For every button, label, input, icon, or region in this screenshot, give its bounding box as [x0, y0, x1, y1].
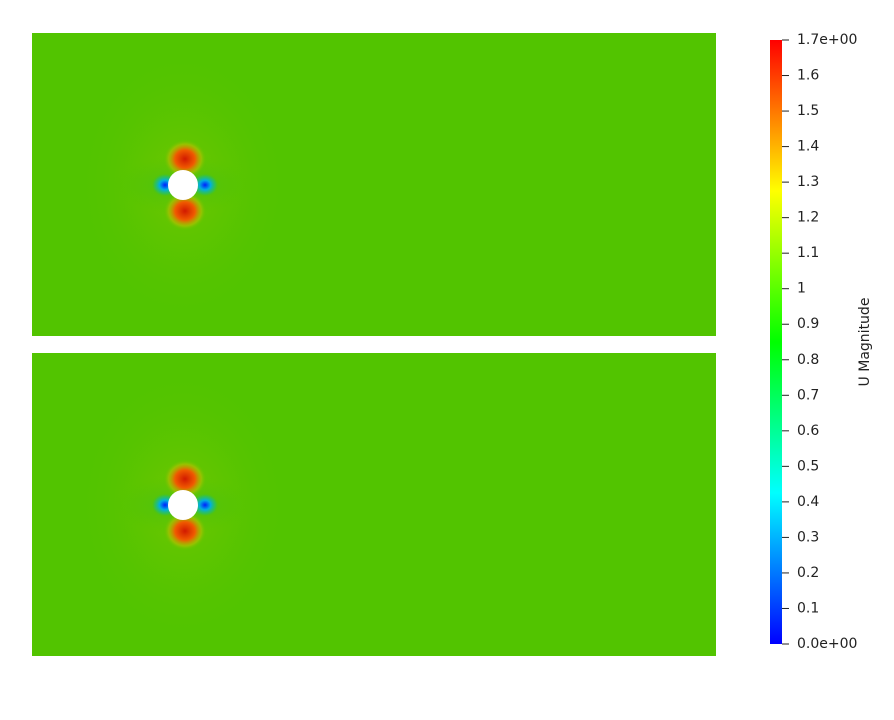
colorbar-tick-label: 0.4	[797, 494, 819, 510]
colorbar-tick-label: 1	[797, 281, 806, 297]
flow-field-top	[32, 33, 716, 336]
colorbar-tick-label: 0.0e+00	[797, 636, 857, 652]
colorbar-tick-label: 1.2	[797, 210, 819, 226]
colorbar-tick-label: 0.7	[797, 387, 819, 403]
colorbar-tick-label: 1.7e+00	[797, 32, 857, 48]
colorbar-tick-label: 0.2	[797, 565, 819, 581]
colorbar-tick-label: 0.6	[797, 423, 819, 439]
colorbar-tick-label: 1.5	[797, 103, 819, 119]
colorbar-tick-label: 1.4	[797, 139, 819, 155]
flow-field-bottom	[32, 353, 716, 656]
colorbar-tick-label: 0.5	[797, 458, 819, 474]
colorbar-title: U Magnitude	[857, 298, 873, 387]
colorbar-tick-label: 0.8	[797, 352, 819, 368]
colorbar-tick-label: 0.9	[797, 316, 819, 332]
colorbar-tick-label: 0.1	[797, 600, 819, 616]
colorbar	[770, 40, 782, 644]
colorbar-tick-label: 1.3	[797, 174, 819, 190]
colorbar-tick-label: 1.1	[797, 245, 819, 261]
colorbar-tick-label: 0.3	[797, 529, 819, 545]
colorbar-tick-label: 1.6	[797, 68, 819, 84]
